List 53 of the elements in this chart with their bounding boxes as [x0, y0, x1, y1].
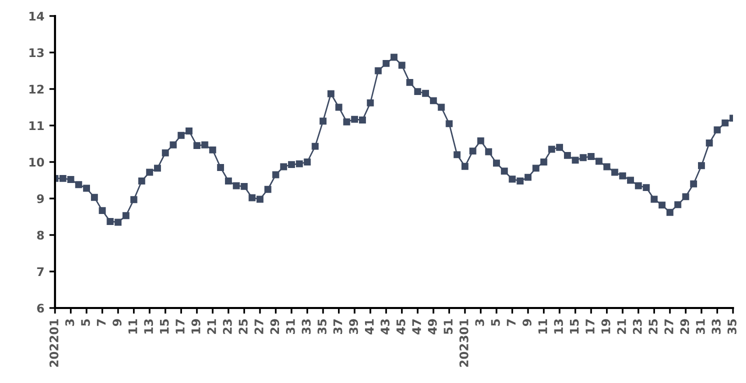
x-tick-label: 19	[191, 319, 200, 334]
x-tick-label: 29	[270, 319, 280, 334]
x-tick-label: 39	[349, 319, 358, 334]
x-tick-label: 202201	[49, 319, 58, 367]
x-tick-label: 27	[664, 319, 674, 334]
x-tick-label: 15	[160, 319, 169, 334]
x-tick-label: 5	[491, 319, 500, 326]
x-tick-label: 13	[144, 319, 154, 334]
x-tick-label: 17	[586, 319, 594, 334]
y-tick-label: 13	[29, 48, 44, 58]
x-tick-label: 35	[727, 319, 736, 334]
x-tick-label: 51	[444, 319, 453, 334]
x-tick-label: 41	[365, 319, 374, 334]
x-tick-label: 33	[712, 319, 721, 334]
x-tick-label: 15	[570, 319, 579, 334]
x-tick-label: 27	[254, 319, 264, 334]
x-tick-label: 9	[522, 319, 532, 326]
y-tick-label: 14	[29, 12, 44, 20]
y-tick-label: 11	[29, 121, 44, 130]
x-tick-label: 19	[601, 319, 610, 334]
x-tick-label: 45	[396, 319, 406, 334]
x-tick-label: 17	[176, 319, 184, 334]
x-tick-label: 13	[554, 319, 563, 334]
y-tick-label: 7	[37, 267, 44, 276]
y-tick-label: 8	[37, 230, 44, 240]
x-tick-label: 33	[302, 319, 311, 334]
x-tick-label: 7	[506, 319, 516, 326]
x-tick-label: 21	[617, 319, 626, 334]
x-tick-label: 31	[696, 319, 705, 334]
x-tick-label: 7	[96, 319, 106, 326]
x-tick-label: 21	[207, 319, 216, 334]
y-tick-label: 12	[29, 84, 44, 94]
x-tick-label: 35	[318, 319, 326, 334]
x-tick-label: 49	[428, 319, 437, 334]
x-tick-label: 25	[238, 319, 248, 334]
x-tick-label: 202301	[459, 319, 468, 367]
x-tick-label: 25	[648, 319, 658, 334]
y-tick-label: 10	[29, 158, 44, 167]
x-tick-label: 11	[538, 319, 548, 334]
x-tick-label: 9	[112, 319, 122, 326]
y-tick-label: 6	[37, 304, 44, 313]
x-tick-label: 23	[632, 319, 642, 334]
x-tick-label: 3	[65, 319, 74, 326]
y-tick-label: 9	[36, 194, 44, 204]
x-tick-label: 31	[286, 319, 295, 334]
x-tick-label: 3	[475, 319, 484, 326]
x-tick-label: 11	[128, 319, 138, 334]
x-tick-label: 47	[412, 319, 421, 334]
x-tick-label: 37	[333, 319, 342, 334]
x-tick-label: 43	[380, 319, 390, 334]
x-tick-label: 5	[81, 319, 90, 326]
x-tick-label: 23	[222, 319, 232, 334]
x-tick-label: 29	[680, 319, 690, 334]
